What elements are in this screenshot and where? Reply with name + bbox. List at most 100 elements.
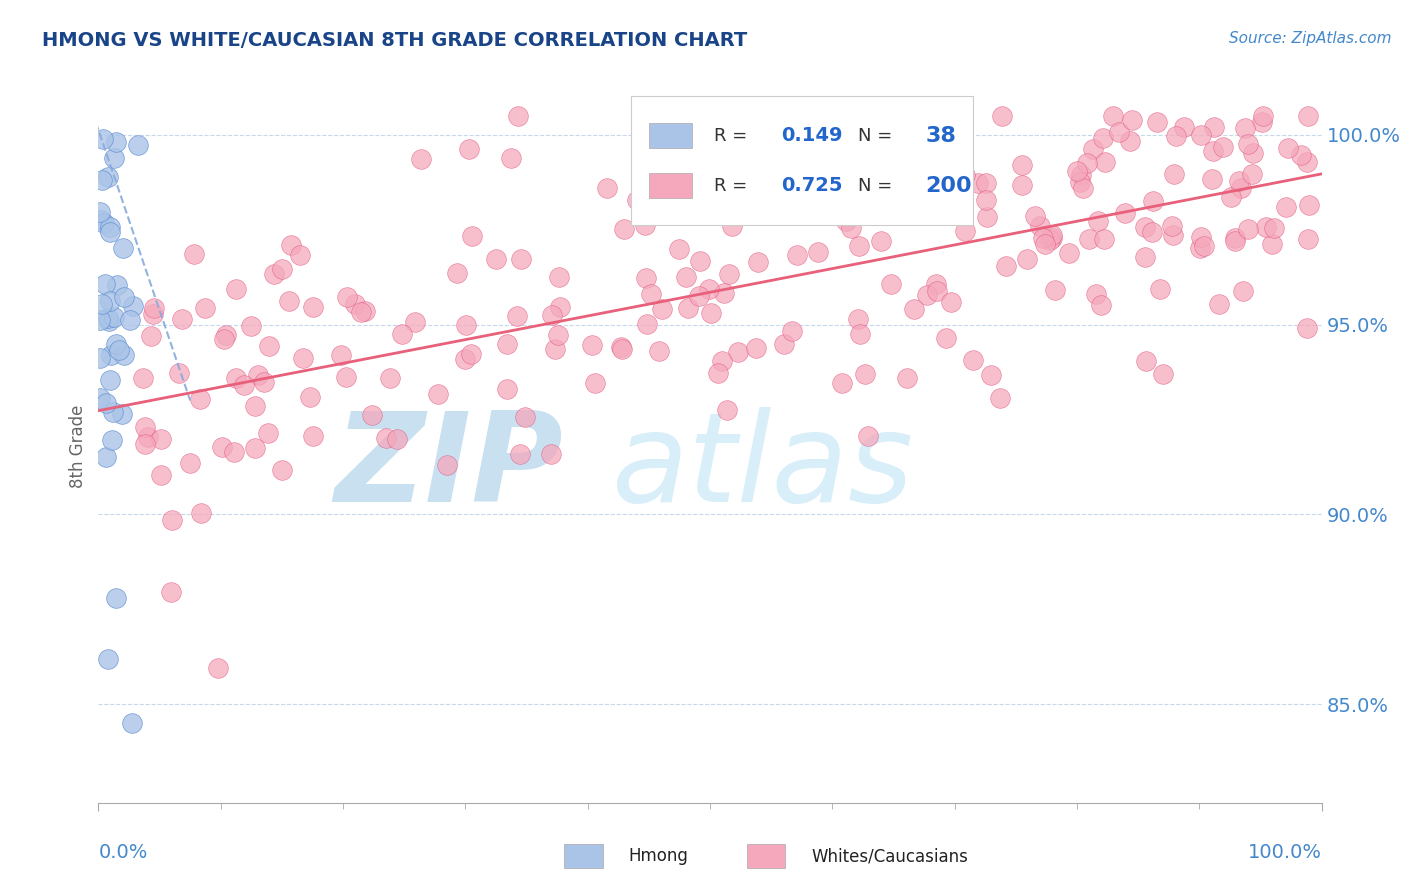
Point — [967, 176, 990, 190]
Point — [112, 290, 135, 304]
Point — [121, 716, 143, 731]
Point — [716, 402, 738, 417]
Point — [454, 352, 477, 367]
Point — [583, 376, 606, 390]
Point — [391, 327, 413, 342]
Point — [1202, 120, 1225, 135]
Point — [1275, 200, 1298, 214]
Point — [980, 368, 1002, 382]
Y-axis label: 8th Grade: 8th Grade — [69, 404, 87, 488]
Point — [713, 286, 735, 301]
Point — [976, 211, 998, 225]
Text: 38: 38 — [925, 126, 956, 145]
Point — [780, 325, 803, 339]
Point — [97, 651, 120, 665]
Point — [460, 347, 482, 361]
Point — [257, 425, 280, 440]
Point — [547, 328, 569, 343]
Point — [668, 242, 690, 256]
Point — [1017, 252, 1039, 267]
Point — [848, 239, 870, 253]
Text: Source: ZipAtlas.com: Source: ZipAtlas.com — [1229, 31, 1392, 46]
Point — [1032, 231, 1054, 245]
Point — [898, 141, 921, 155]
Point — [747, 255, 769, 269]
Point — [707, 366, 730, 380]
Point — [855, 194, 877, 208]
Point — [831, 376, 853, 391]
Point — [385, 432, 408, 446]
Point — [1192, 239, 1215, 253]
Point — [648, 343, 671, 358]
Point — [1164, 129, 1187, 144]
Point — [509, 447, 531, 461]
Point — [610, 341, 633, 355]
Point — [1189, 128, 1212, 143]
Text: Hmong: Hmong — [628, 847, 689, 865]
Point — [112, 241, 135, 255]
Point — [1084, 286, 1107, 301]
Point — [91, 172, 114, 186]
Point — [637, 317, 659, 331]
Point — [132, 370, 155, 384]
Point — [688, 288, 710, 302]
Text: 100.0%: 100.0% — [1247, 843, 1322, 862]
Point — [1073, 181, 1095, 195]
Point — [548, 300, 571, 314]
Point — [896, 370, 918, 384]
Point — [1040, 231, 1063, 245]
Point — [456, 318, 478, 332]
Point — [727, 345, 749, 359]
Point — [540, 308, 562, 322]
Point — [939, 294, 962, 309]
Point — [1296, 109, 1319, 123]
Point — [91, 297, 114, 311]
Point — [1189, 230, 1212, 244]
Point — [343, 296, 366, 310]
Text: R =: R = — [714, 177, 752, 194]
Point — [513, 409, 536, 424]
Point — [458, 142, 481, 156]
Point — [354, 304, 377, 318]
Point — [1234, 121, 1257, 136]
Point — [1296, 154, 1319, 169]
Point — [101, 405, 124, 419]
Point — [676, 196, 699, 211]
Point — [160, 513, 183, 527]
Point — [240, 318, 263, 333]
Point — [700, 306, 723, 320]
Point — [856, 428, 879, 442]
Point — [651, 301, 673, 316]
Point — [93, 277, 115, 292]
Point — [932, 136, 955, 150]
Point — [253, 376, 276, 390]
Point — [1081, 142, 1104, 156]
Point — [1090, 298, 1112, 312]
Point — [834, 214, 856, 228]
Point — [495, 383, 517, 397]
Point — [103, 151, 125, 165]
Point — [93, 216, 115, 230]
FancyBboxPatch shape — [648, 123, 692, 148]
Point — [634, 270, 657, 285]
Point — [118, 313, 141, 327]
Text: HMONG VS WHITE/CAUCASIAN 8TH GRADE CORRELATION CHART: HMONG VS WHITE/CAUCASIAN 8TH GRADE CORRE… — [42, 31, 748, 50]
Point — [640, 286, 662, 301]
Point — [766, 133, 789, 147]
Point — [903, 301, 925, 316]
Point — [990, 109, 1012, 123]
Point — [934, 331, 956, 345]
Point — [1237, 222, 1260, 236]
Point — [1230, 181, 1253, 195]
Point — [1146, 115, 1168, 129]
Point — [848, 311, 870, 326]
Point — [335, 369, 357, 384]
Point — [955, 168, 977, 182]
Text: 0.149: 0.149 — [780, 126, 842, 145]
Point — [329, 348, 352, 362]
Point — [1133, 220, 1156, 235]
Point — [122, 299, 145, 313]
Point — [818, 109, 841, 123]
Point — [211, 440, 233, 454]
Point — [853, 368, 876, 382]
